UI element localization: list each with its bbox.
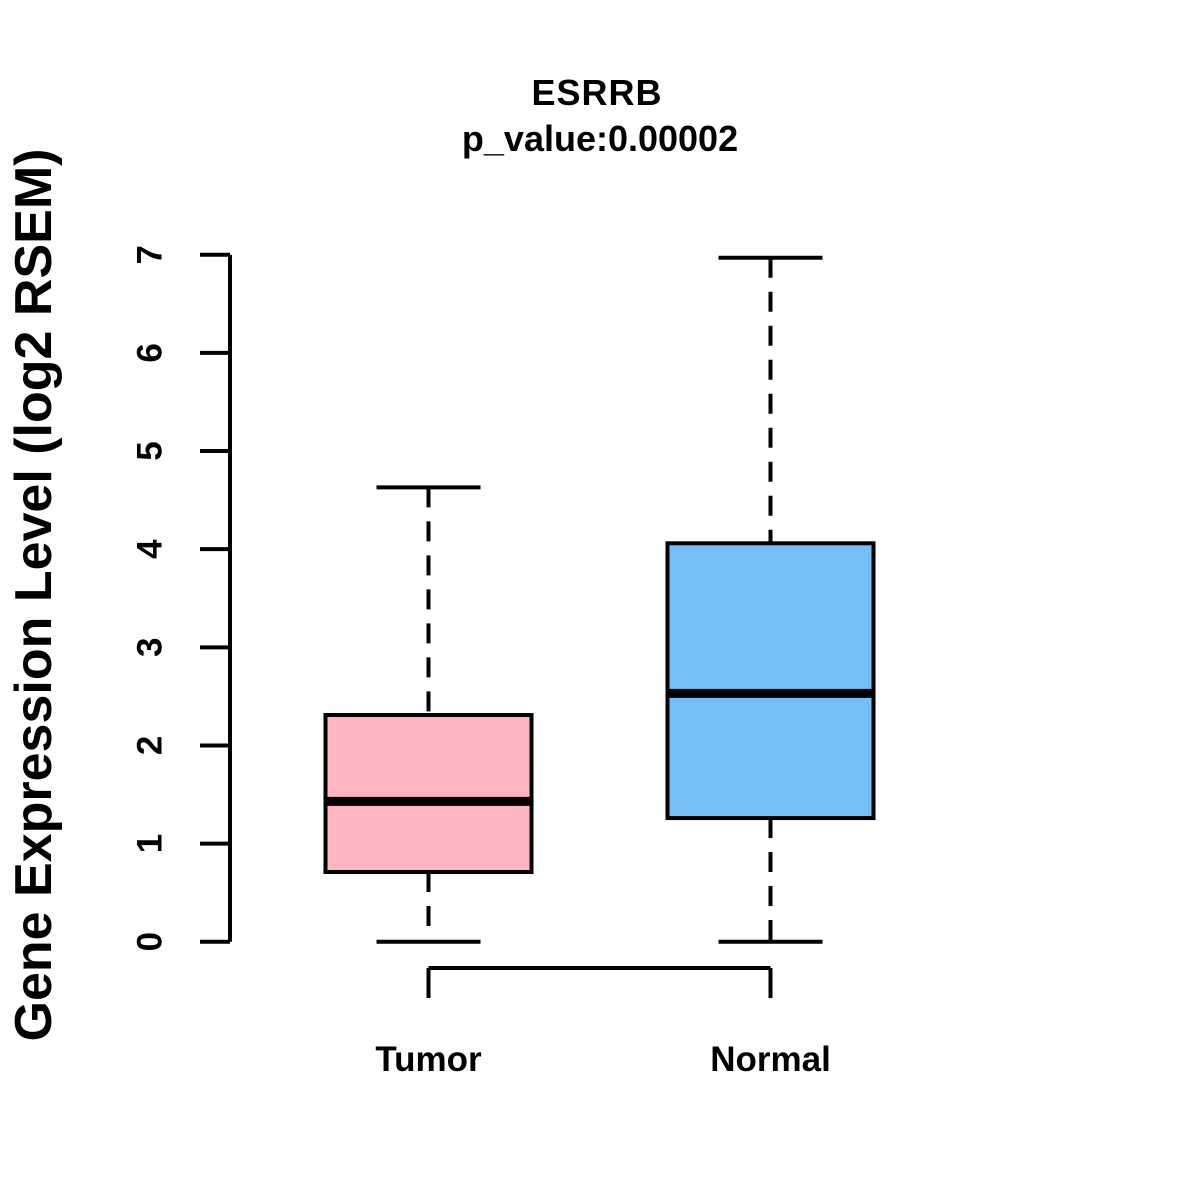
chart-subtitle: p_value:0.00002	[461, 118, 739, 159]
y-tick-label: 3	[131, 638, 170, 657]
y-tick-label: 4	[131, 539, 170, 559]
y-tick-label: 0	[131, 932, 170, 951]
x-category-label-normal: Normal	[710, 1040, 831, 1079]
x-category-label-tumor: Tumor	[375, 1040, 482, 1079]
chart-title: ESRRB	[531, 72, 663, 113]
y-tick-label: 2	[131, 736, 170, 755]
y-tick-label: 6	[131, 343, 170, 362]
normal-box	[665, 541, 876, 821]
y-tick-label: 1	[131, 834, 170, 853]
y-tick-label: 7	[131, 245, 170, 264]
tumor-box	[323, 713, 534, 875]
y-tick-label: 5	[131, 441, 170, 460]
